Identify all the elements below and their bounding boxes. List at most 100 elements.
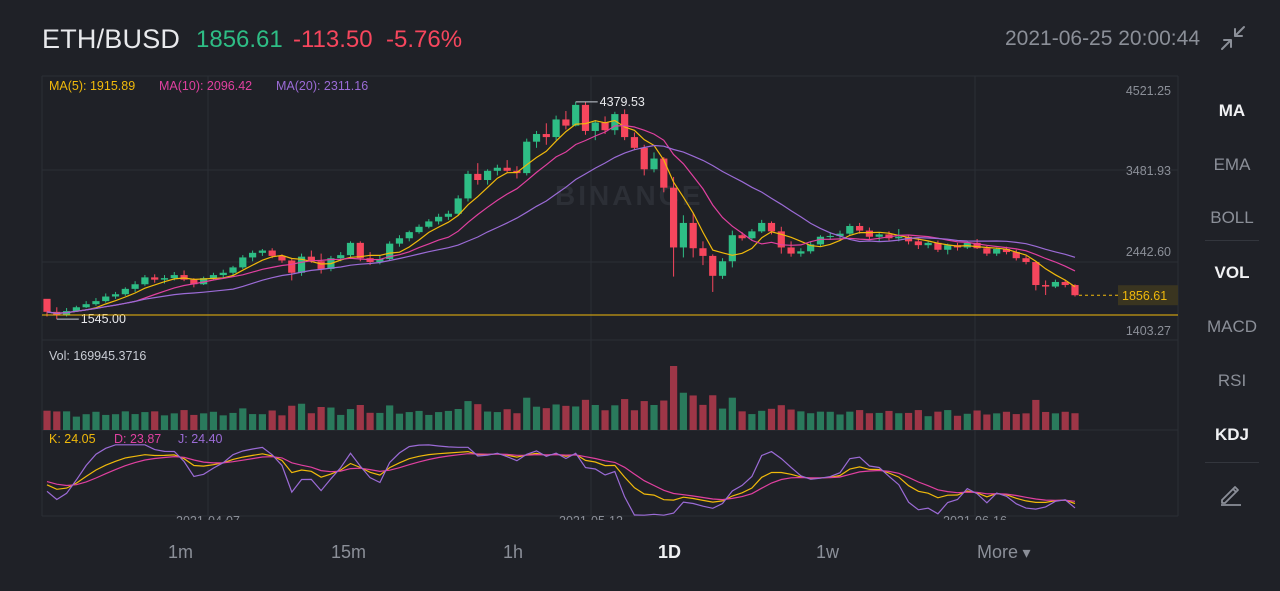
volume-bar	[621, 399, 629, 430]
candle	[650, 152, 658, 173]
candle	[581, 101, 590, 135]
volume-bar	[327, 407, 335, 430]
volume-bar	[111, 414, 120, 430]
volume-bar	[846, 411, 854, 430]
candle	[121, 287, 129, 296]
volume-bar	[121, 411, 129, 430]
volume-bar	[464, 401, 472, 430]
candle	[395, 235, 404, 247]
draw-tool-icon[interactable]	[1218, 480, 1244, 506]
volume-bar	[493, 412, 501, 430]
volume-bar	[474, 404, 482, 430]
volume-bar	[914, 410, 922, 430]
volume-bar	[758, 410, 766, 430]
indicator-ma[interactable]: MA	[1218, 101, 1246, 120]
volume-bar	[542, 408, 550, 430]
volume-bar	[317, 407, 325, 430]
candle	[1032, 261, 1040, 291]
watermark: BINANCE	[555, 180, 704, 211]
volume-bar	[151, 411, 159, 430]
ma-line-20	[46, 144, 1076, 315]
volume-bar	[601, 410, 609, 430]
candle	[728, 230, 736, 268]
candle	[572, 101, 580, 127]
candle	[180, 270, 188, 282]
timeframe-1h[interactable]: 1h	[503, 542, 523, 563]
candle	[92, 298, 100, 306]
volume-bar	[836, 414, 844, 430]
candle	[102, 293, 110, 303]
volume-bar	[219, 415, 227, 430]
volume-bar	[826, 411, 834, 430]
candle	[474, 163, 482, 185]
volume-bar	[944, 410, 952, 430]
indicator-vol[interactable]: VOL	[1214, 263, 1250, 282]
indicator-ema[interactable]: EMA	[1213, 155, 1251, 174]
volume-bar	[297, 403, 306, 430]
y-axis-labels: 4521.25 3481.93 2442.60 1403.27	[1126, 84, 1171, 338]
collapse-icon[interactable]	[1219, 24, 1247, 52]
ma-legend-item: MA(20): 2311.16	[276, 79, 368, 93]
volume-bar	[160, 415, 169, 430]
volume-bar	[669, 366, 678, 430]
candle	[709, 254, 717, 292]
indicator-macd[interactable]: MACD	[1206, 317, 1258, 336]
candle	[856, 222, 864, 234]
y-tick-label: 2442.60	[1126, 245, 1171, 259]
volume-bar	[82, 414, 90, 430]
volume-bar	[356, 405, 364, 430]
volume-bar	[503, 409, 511, 430]
volume-bar	[1032, 399, 1040, 430]
candle	[934, 240, 942, 253]
volume-bar	[405, 412, 413, 430]
menu-divider	[1205, 462, 1259, 463]
volume-bar	[200, 413, 208, 430]
volume-bar	[1022, 413, 1030, 430]
timeframe-15m[interactable]: 15m	[331, 542, 366, 563]
volume-bar	[1012, 414, 1020, 430]
volume-bar	[376, 412, 384, 430]
kdj-legend-item: D: 23.87	[114, 432, 161, 446]
volume-bar	[513, 413, 521, 430]
timeframe-1w[interactable]: 1w	[816, 542, 839, 563]
indicator-boll[interactable]: BOLL	[1210, 208, 1254, 227]
volume-bar	[1061, 411, 1069, 430]
volume-bar	[268, 410, 276, 430]
timeframe-1m[interactable]: 1m	[168, 542, 193, 563]
volume-bar	[816, 411, 825, 430]
volume-bar	[728, 397, 736, 430]
candle	[435, 213, 443, 225]
timeframe-label: 15m	[331, 542, 367, 562]
candle	[386, 241, 394, 261]
indicator-rsi[interactable]: RSI	[1217, 371, 1247, 390]
ma-legend-item: MA(10): 2096.42	[159, 79, 252, 93]
volume-bar	[53, 411, 61, 430]
candle	[758, 219, 766, 233]
candle	[141, 275, 149, 286]
volume-bar	[738, 411, 746, 430]
volume-bar	[425, 414, 433, 430]
timeframe-more[interactable]: More ▾	[977, 542, 1031, 563]
volume-bar	[190, 414, 198, 430]
volume-bar	[532, 406, 541, 430]
volume-bar	[904, 412, 913, 430]
last-price: 1856.61	[196, 26, 283, 53]
volume-bar	[288, 405, 296, 430]
timeframe-1d[interactable]: 1D	[658, 542, 681, 563]
timeframe-label: 1m	[168, 542, 194, 562]
candle	[591, 120, 599, 141]
volume-bar	[1051, 413, 1060, 430]
candle	[425, 219, 433, 229]
candle	[601, 116, 609, 135]
candle	[483, 169, 492, 185]
volume-bar	[895, 413, 903, 430]
chart-area[interactable]: BINANCE MA(5): 1915.89 MA(10): 2096.42 MA(…	[0, 0, 1200, 520]
volume-bar	[395, 413, 404, 430]
y-tick-label: 1403.27	[1126, 324, 1171, 338]
indicator-kdj[interactable]: KDJ	[1214, 425, 1249, 444]
volume-bar	[611, 405, 619, 430]
volume-bar	[748, 414, 756, 430]
candle	[258, 248, 266, 256]
current-price-label: 1856.61	[1122, 289, 1167, 303]
candle	[699, 241, 707, 266]
